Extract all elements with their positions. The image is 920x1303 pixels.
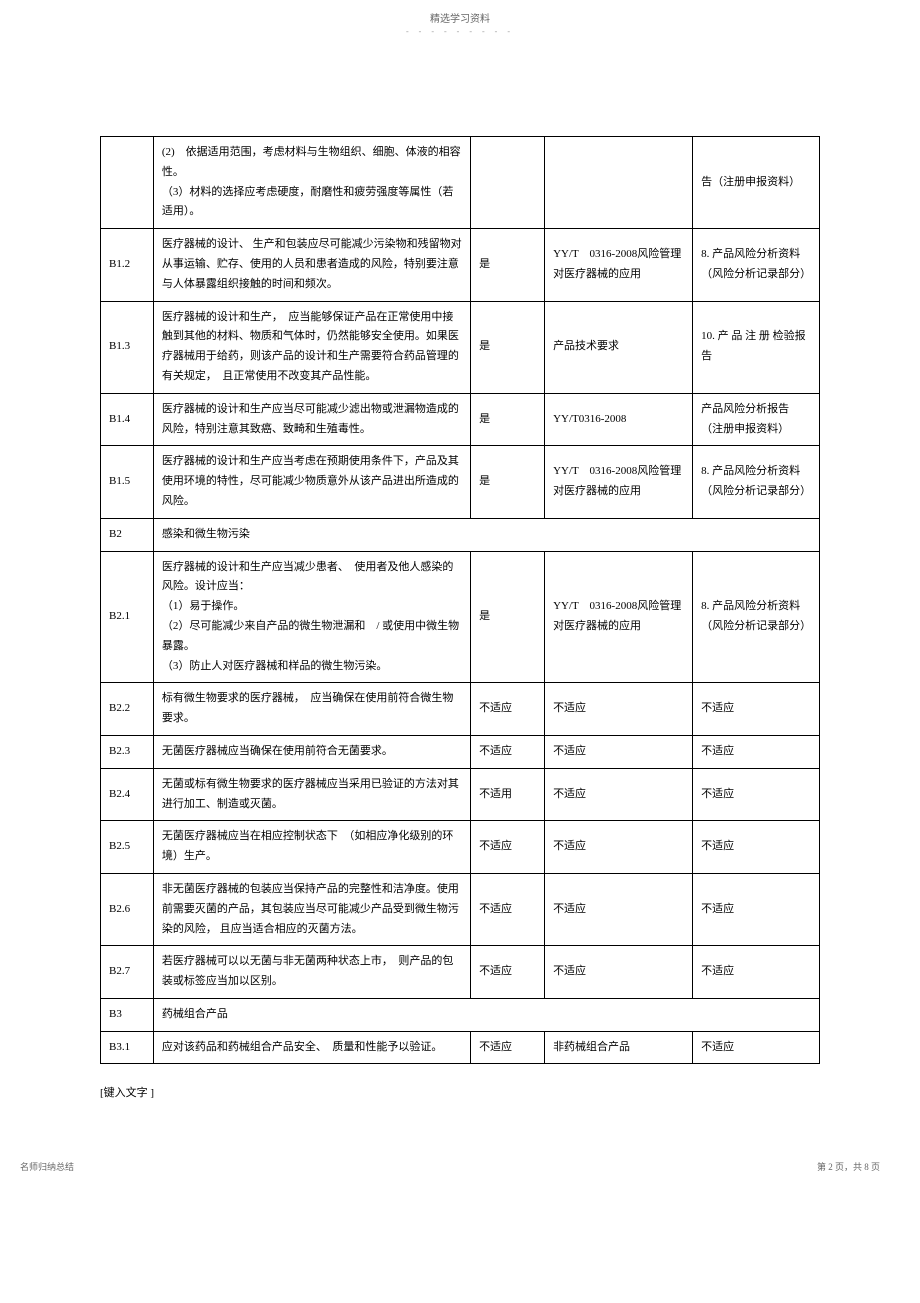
row-description: 医疗器械的设计和生产应当尽可能减少滤出物或泄漏物造成的风险，特别注意其致癌、致畸…: [153, 393, 470, 446]
row-description: 无菌医疗器械应当在相应控制状态下 （如相应净化级别的环境）生产。: [153, 821, 470, 874]
table-row: B2.6非无菌医疗器械的包装应当保持产品的完整性和洁净度。使用前需要灭菌的产品，…: [101, 873, 820, 945]
footer-credit: 名师归纳总结: [20, 1160, 900, 1173]
table-row: B1.5医疗器械的设计和生产应当考虑在预期使用条件下，产品及其使用环境的特性，尽…: [101, 446, 820, 518]
table-row: B2.3无菌医疗器械应当确保在使用前符合无菌要求。不适应不适应不适应: [101, 735, 820, 768]
row-standard: 产品技术要求: [545, 301, 693, 393]
row-evidence: 告（注册申报资料）: [693, 137, 820, 229]
row-evidence: 8. 产品风险分析资料（风险分析记录部分）: [693, 229, 820, 301]
row-apply: [471, 137, 545, 229]
row-id: B1.2: [101, 229, 154, 301]
table-row: B1.3医疗器械的设计和生产， 应当能够保证产品在正常使用中接触到其他的材料、物…: [101, 301, 820, 393]
row-apply: 不适应: [471, 946, 545, 999]
row-standard: YY/T0316-2008: [545, 393, 693, 446]
page-header-title: 精选学习资料: [0, 0, 920, 27]
row-standard: YY/T 0316-2008风险管理对医疗器械的应用: [545, 551, 693, 683]
row-id: B3.1: [101, 1031, 154, 1064]
row-apply: 不适应: [471, 735, 545, 768]
table-row: B2.4无菌或标有微生物要求的医疗器械应当采用已验证的方法对其进行加工、制造或灭…: [101, 768, 820, 821]
row-standard: 不适应: [545, 821, 693, 874]
row-apply: 不适应: [471, 821, 545, 874]
table-row: B1.2医疗器械的设计、 生产和包装应尽可能减少污染物和残留物对从事运输、贮存、…: [101, 229, 820, 301]
row-apply: 是: [471, 229, 545, 301]
row-id: B2.2: [101, 683, 154, 736]
row-description: 非无菌医疗器械的包装应当保持产品的完整性和洁净度。使用前需要灭菌的产品，其包装应…: [153, 873, 470, 945]
row-id: B2.7: [101, 946, 154, 999]
row-description: (2) 依据适用范围，考虑材料与生物组织、细胞、体液的相容性。 （3）材料的选择…: [153, 137, 470, 229]
row-standard: 不适应: [545, 873, 693, 945]
row-evidence: 10. 产 品 注 册 检验报告: [693, 301, 820, 393]
row-description: 无菌医疗器械应当确保在使用前符合无菌要求。: [153, 735, 470, 768]
footer-input-text: [键入文字 ]: [100, 1084, 920, 1100]
row-id: B2.1: [101, 551, 154, 683]
row-id: B3: [101, 998, 154, 1031]
section-header: 药械组合产品: [153, 998, 819, 1031]
table-row: B2.7若医疗器械可以以无菌与非无菌两种状态上市， 则产品的包装或标签应当加以区…: [101, 946, 820, 999]
section-header: 感染和微生物污染: [153, 518, 819, 551]
row-standard: 不适应: [545, 683, 693, 736]
row-description: 医疗器械的设计和生产， 应当能够保证产品在正常使用中接触到其他的材料、物质和气体…: [153, 301, 470, 393]
row-evidence: 8. 产品风险分析资料（风险分析记录部分）: [693, 446, 820, 518]
table-row: B2.1医疗器械的设计和生产应当减少患者、 使用者及他人感染的风险。设计应当： …: [101, 551, 820, 683]
row-id: B1.4: [101, 393, 154, 446]
table-row: B1.4医疗器械的设计和生产应当尽可能减少滤出物或泄漏物造成的风险，特别注意其致…: [101, 393, 820, 446]
page-number: 第 2 页，共 8 页: [817, 1160, 880, 1173]
row-evidence: 8. 产品风险分析资料（风险分析记录部分）: [693, 551, 820, 683]
row-evidence: 不适应: [693, 946, 820, 999]
row-evidence: 产品风险分析报告（注册申报资料）: [693, 393, 820, 446]
row-id: B1.3: [101, 301, 154, 393]
row-evidence: 不适应: [693, 873, 820, 945]
row-apply: 是: [471, 446, 545, 518]
row-apply: 是: [471, 551, 545, 683]
row-description: 标有微生物要求的医疗器械， 应当确保在使用前符合微生物要求。: [153, 683, 470, 736]
row-apply: 是: [471, 301, 545, 393]
table-row: B2感染和微生物污染: [101, 518, 820, 551]
row-evidence: 不适应: [693, 683, 820, 736]
row-standard: YY/T 0316-2008风险管理对医疗器械的应用: [545, 446, 693, 518]
row-standard: [545, 137, 693, 229]
row-description: 医疗器械的设计和生产应当减少患者、 使用者及他人感染的风险。设计应当： （1）易…: [153, 551, 470, 683]
row-description: 无菌或标有微生物要求的医疗器械应当采用已验证的方法对其进行加工、制造或灭菌。: [153, 768, 470, 821]
table-row: B3药械组合产品: [101, 998, 820, 1031]
row-description: 应对该药品和药械组合产品安全、 质量和性能予以验证。: [153, 1031, 470, 1064]
row-standard: 不适应: [545, 768, 693, 821]
row-apply: 是: [471, 393, 545, 446]
row-id: B2: [101, 518, 154, 551]
row-evidence: 不适应: [693, 1031, 820, 1064]
row-description: 若医疗器械可以以无菌与非无菌两种状态上市， 则产品的包装或标签应当加以区别。: [153, 946, 470, 999]
row-standard: 非药械组合产品: [545, 1031, 693, 1064]
row-id: B2.3: [101, 735, 154, 768]
row-standard: YY/T 0316-2008风险管理对医疗器械的应用: [545, 229, 693, 301]
row-apply: 不适用: [471, 768, 545, 821]
row-evidence: 不适应: [693, 821, 820, 874]
row-id: B1.5: [101, 446, 154, 518]
row-apply: 不适应: [471, 683, 545, 736]
row-evidence: 不适应: [693, 768, 820, 821]
table-row: B2.5无菌医疗器械应当在相应控制状态下 （如相应净化级别的环境）生产。不适应不…: [101, 821, 820, 874]
row-standard: 不适应: [545, 946, 693, 999]
document-table: (2) 依据适用范围，考虑材料与生物组织、细胞、体液的相容性。 （3）材料的选择…: [100, 136, 820, 1064]
row-description: 医疗器械的设计和生产应当考虑在预期使用条件下，产品及其使用环境的特性，尽可能减少…: [153, 446, 470, 518]
row-id: B2.5: [101, 821, 154, 874]
row-standard: 不适应: [545, 735, 693, 768]
row-apply: 不适应: [471, 1031, 545, 1064]
page-header-dots: - - - - - - - - -: [0, 27, 920, 136]
row-evidence: 不适应: [693, 735, 820, 768]
table-row: (2) 依据适用范围，考虑材料与生物组织、细胞、体液的相容性。 （3）材料的选择…: [101, 137, 820, 229]
table-row: B2.2标有微生物要求的医疗器械， 应当确保在使用前符合微生物要求。不适应不适应…: [101, 683, 820, 736]
row-id: B2.4: [101, 768, 154, 821]
row-description: 医疗器械的设计、 生产和包装应尽可能减少污染物和残留物对从事运输、贮存、使用的人…: [153, 229, 470, 301]
row-apply: 不适应: [471, 873, 545, 945]
row-id: B2.6: [101, 873, 154, 945]
table-row: B3.1应对该药品和药械组合产品安全、 质量和性能予以验证。不适应非药械组合产品…: [101, 1031, 820, 1064]
row-id: [101, 137, 154, 229]
